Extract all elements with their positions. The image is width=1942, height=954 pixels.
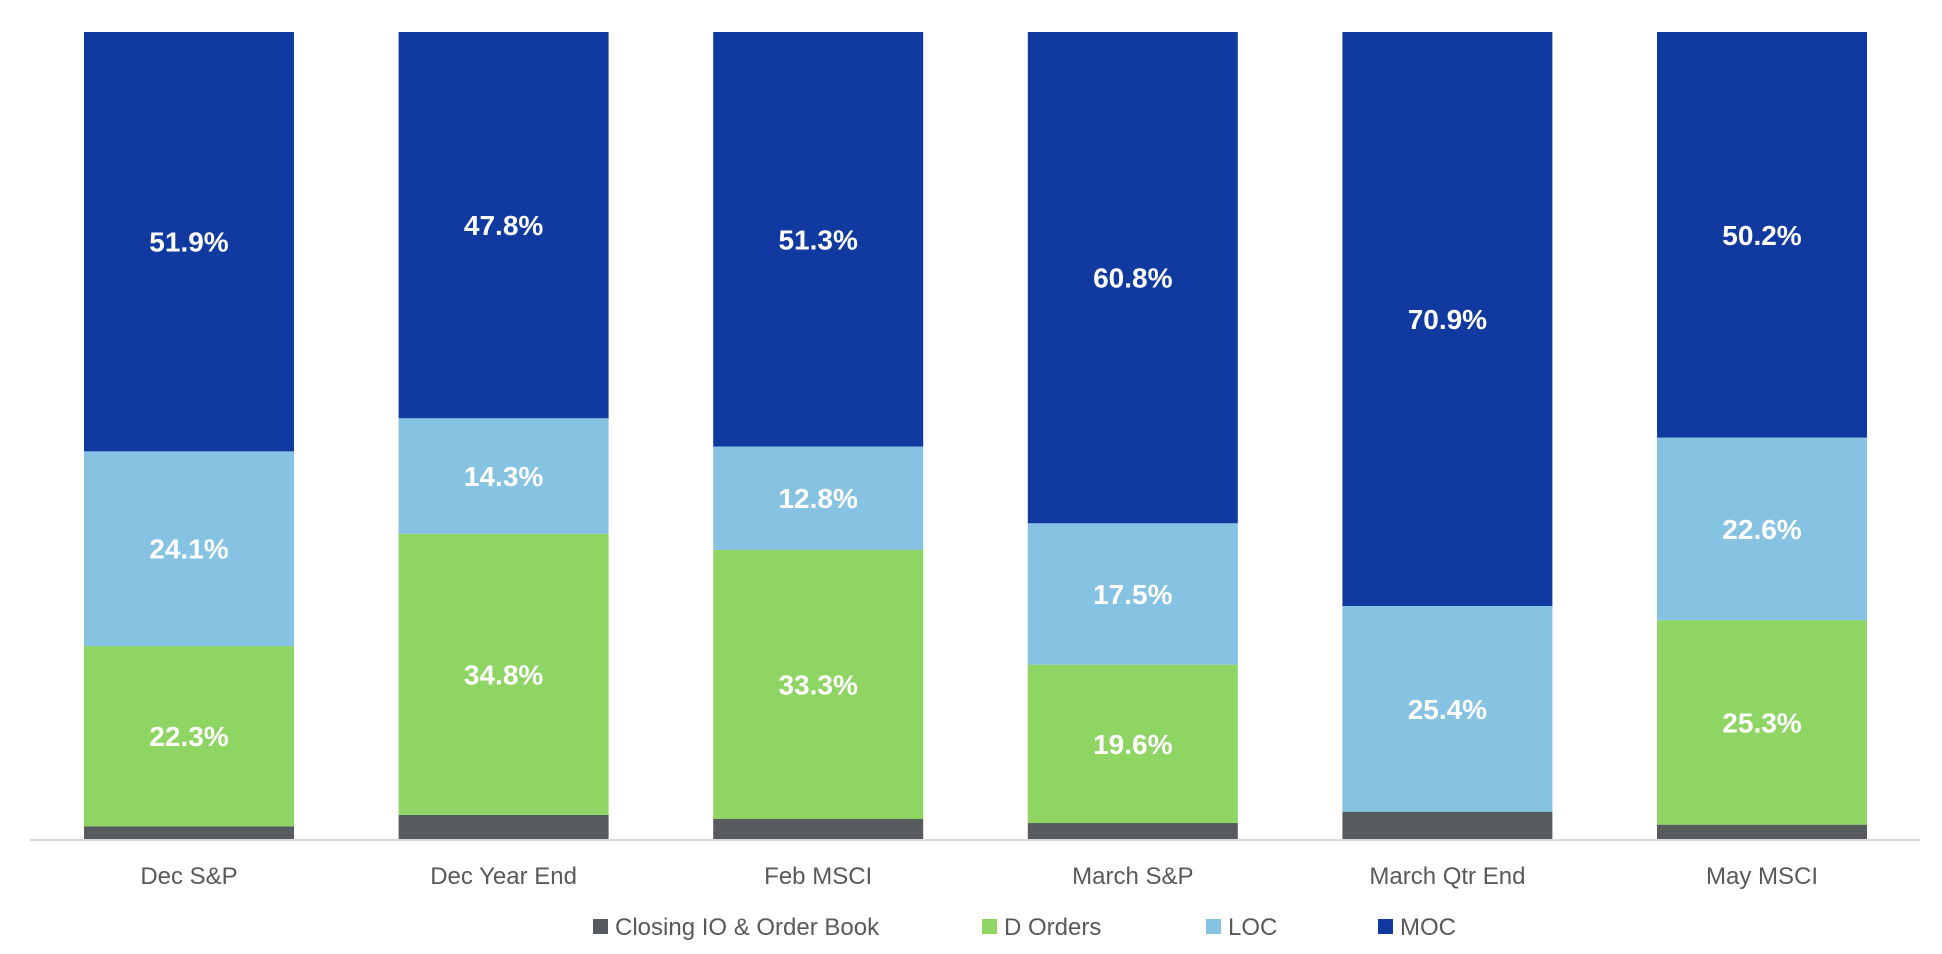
bars-layer: 22.3% 24.1% 51.9% 34.8% 14.3% 47.8% 33.3% 12.8%… <box>84 32 1867 840</box>
legend-label-closing-io-and-order-book: Closing IO & Order Book <box>615 914 880 941</box>
data-label-moc-dec-year-end: 47.8% <box>464 210 543 241</box>
data-label-loc-march-qtr-end: 25.4% <box>1408 694 1487 725</box>
data-label-moc-march-sandp: 60.8% <box>1093 263 1172 294</box>
bar-segment-loc-dec-sandp <box>84 451 294 647</box>
x-tick-label-dec-sandp: Dec S&P <box>140 863 237 890</box>
data-label-d-orders-march-sandp: 19.6% <box>1093 729 1172 760</box>
bar-segment-closing-io-and-order-book-march-qtr-end <box>1342 811 1553 840</box>
bar-segment-moc-march-sandp <box>1027 32 1238 524</box>
bar-segment-closing-io-and-order-book-march-sandp <box>1027 823 1238 840</box>
legend-swatch-loc <box>1206 919 1221 934</box>
bar-segment-moc-may-msci <box>1657 32 1867 438</box>
bar-segment-d-orders-may-msci <box>1657 620 1867 825</box>
data-label-loc-may-msci: 22.6% <box>1722 514 1801 545</box>
x-tick-label-march-qtr-end: March Qtr End <box>1369 863 1525 890</box>
x-tick-label-may-msci: May MSCI <box>1706 863 1818 890</box>
bar-segment-d-orders-dec-year-end <box>398 533 609 815</box>
bar-segment-loc-march-sandp <box>1027 523 1238 665</box>
x-tick-label-feb-msci: Feb MSCI <box>764 863 872 890</box>
data-label-loc-dec-year-end: 14.3% <box>464 461 543 492</box>
bar-segment-closing-io-and-order-book-dec-sandp <box>84 826 294 840</box>
x-tick-label-dec-year-end: Dec Year End <box>430 863 577 890</box>
x-tick-label-march-sandp: March S&P <box>1072 863 1193 890</box>
data-label-loc-feb-msci: 12.8% <box>778 483 857 514</box>
legend-label-moc: MOC <box>1400 914 1456 941</box>
data-label-loc-dec-sandp: 24.1% <box>149 534 228 565</box>
bar-segment-loc-may-msci <box>1657 437 1867 621</box>
bar-segment-loc-feb-msci <box>713 446 924 550</box>
bar-segment-d-orders-feb-msci <box>713 549 924 819</box>
legend-item-closing-io-and-order-book: Closing IO & Order Book <box>593 914 880 941</box>
data-label-loc-march-sandp: 17.5% <box>1093 579 1172 610</box>
legend-item-d-orders: D Orders <box>982 914 1101 941</box>
data-label-d-orders-dec-year-end: 34.8% <box>464 659 543 690</box>
legend-swatch-moc <box>1378 919 1393 934</box>
bar-segment-moc-dec-year-end <box>398 32 609 419</box>
data-label-moc-dec-sandp: 51.9% <box>149 227 228 258</box>
data-label-d-orders-dec-sandp: 22.3% <box>149 721 228 752</box>
bar-segment-moc-march-qtr-end <box>1342 32 1553 607</box>
bar-segment-d-orders-march-sandp <box>1027 664 1238 824</box>
bar-segment-moc-dec-sandp <box>84 32 294 452</box>
data-label-moc-march-qtr-end: 70.9% <box>1408 304 1487 335</box>
bar-segment-closing-io-and-order-book-feb-msci <box>713 818 924 840</box>
data-label-d-orders-feb-msci: 33.3% <box>778 669 857 700</box>
bar-segment-loc-dec-year-end <box>398 418 609 534</box>
legend-label-loc: LOC <box>1228 914 1277 941</box>
data-label-d-orders-may-msci: 25.3% <box>1722 707 1801 738</box>
legend-item-moc: MOC <box>1378 914 1456 941</box>
legend-item-loc: LOC <box>1206 914 1277 941</box>
bar-segment-moc-feb-msci <box>713 32 924 447</box>
x-axis-labels: Dec S&P Dec Year End Feb MSCI March S&P Marc… <box>140 863 1818 890</box>
data-label-moc-may-msci: 50.2% <box>1722 220 1801 251</box>
legend-label-d-orders: D Orders <box>1004 914 1101 941</box>
bar-segment-closing-io-and-order-book-dec-year-end <box>398 814 609 840</box>
data-label-moc-feb-msci: 51.3% <box>778 224 857 255</box>
legend-swatch-closing-io-and-order-book <box>593 919 608 934</box>
legend-swatch-d-orders <box>982 919 997 934</box>
legend: Closing IO & Order Book D Orders LOC MOC <box>593 914 1456 941</box>
bar-segment-loc-march-qtr-end <box>1342 606 1553 812</box>
bar-segment-closing-io-and-order-book-may-msci <box>1657 824 1867 840</box>
bar-segment-d-orders-dec-sandp <box>84 646 294 827</box>
